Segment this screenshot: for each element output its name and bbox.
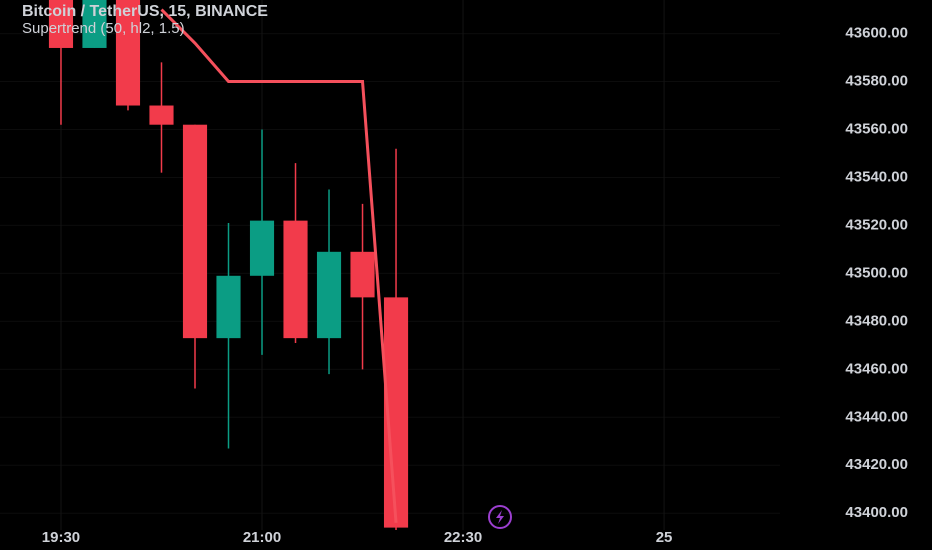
candle-body — [249, 220, 275, 276]
y-tick-label: 43520.00 — [845, 216, 908, 233]
y-tick-label: 43580.00 — [845, 73, 908, 90]
x-tick-label: 25 — [656, 529, 673, 546]
plot — [48, 0, 409, 530]
x-tick-label: 22:30 — [444, 529, 482, 546]
candle-body — [149, 105, 174, 125]
candle-body — [316, 251, 342, 339]
candle-body — [283, 220, 308, 339]
y-tick-label: 43460.00 — [845, 360, 908, 377]
candle-body — [82, 0, 107, 48]
y-tick-label: 43440.00 — [845, 408, 908, 425]
chart-title: Bitcoin / TetherUS, 15, BINANCE — [22, 3, 268, 20]
indicator-label: Supertrend (50, hl2, 1.5) — [22, 20, 185, 37]
x-tick-label: 21:00 — [243, 529, 281, 546]
y-tick-label: 43560.00 — [845, 120, 908, 137]
candle-body — [216, 275, 241, 339]
candle-body — [115, 0, 141, 106]
candle-body — [48, 0, 74, 48]
y-tick-label: 43600.00 — [845, 25, 908, 42]
alert-icon[interactable] — [488, 505, 512, 529]
y-tick-label: 43400.00 — [845, 504, 908, 521]
x-tick-label: 19:30 — [42, 529, 80, 546]
candle-body — [350, 251, 375, 298]
y-tick-label: 43480.00 — [845, 312, 908, 329]
y-tick-label: 43420.00 — [845, 456, 908, 473]
candle-body — [182, 124, 208, 339]
supertrend-line — [160, 8, 398, 523]
y-tick-label: 43540.00 — [845, 168, 908, 185]
y-tick-label: 43500.00 — [845, 264, 908, 281]
